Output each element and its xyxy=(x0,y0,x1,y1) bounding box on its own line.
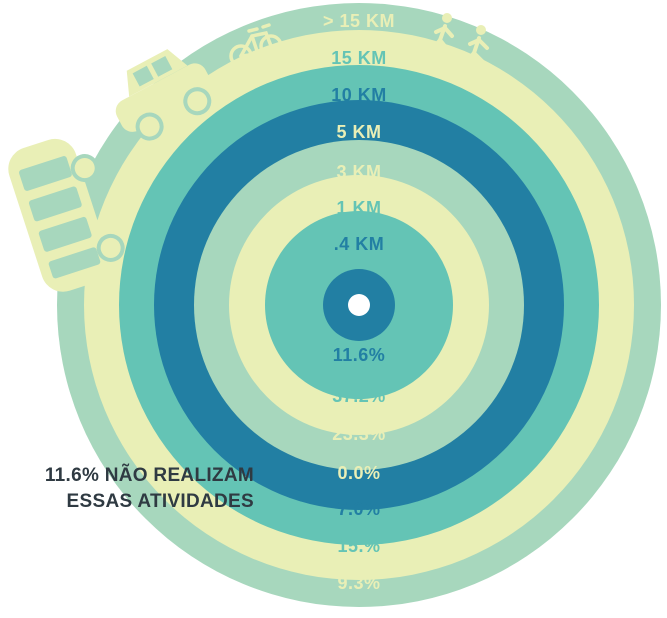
distance-label: 10 KM xyxy=(331,85,387,105)
share-label: 11.6% xyxy=(333,345,386,365)
share-label: 7.0% xyxy=(337,499,380,519)
share-label: 0.0% xyxy=(337,463,380,483)
distance-label: 3 KM xyxy=(336,162,381,182)
center-dot xyxy=(348,294,370,316)
bicycle-icon xyxy=(229,23,283,68)
share-label: 23.3% xyxy=(332,424,386,444)
note-line-1: 11.6% NÃO REALIZAM xyxy=(44,465,254,486)
walking-people-icon xyxy=(430,13,489,64)
bus-icon xyxy=(8,138,125,292)
distance-label: 15 KM xyxy=(331,48,387,68)
note-line-2: ESSAS ATIVIDADES xyxy=(66,491,254,512)
share-label: 15.% xyxy=(337,536,380,556)
distance-label: 5 KM xyxy=(336,122,381,142)
distance-label: 1 KM xyxy=(336,198,381,218)
share-label: 37.2% xyxy=(332,386,386,406)
share-label: 9.3% xyxy=(337,573,380,593)
car-icon xyxy=(115,49,212,141)
distance-label: .4 KM xyxy=(334,234,385,254)
distance-label: > 15 KM xyxy=(323,11,395,31)
non-participation-note: 11.6% NÃO REALIZAM ESSAS ATIVIDADES xyxy=(0,463,254,515)
